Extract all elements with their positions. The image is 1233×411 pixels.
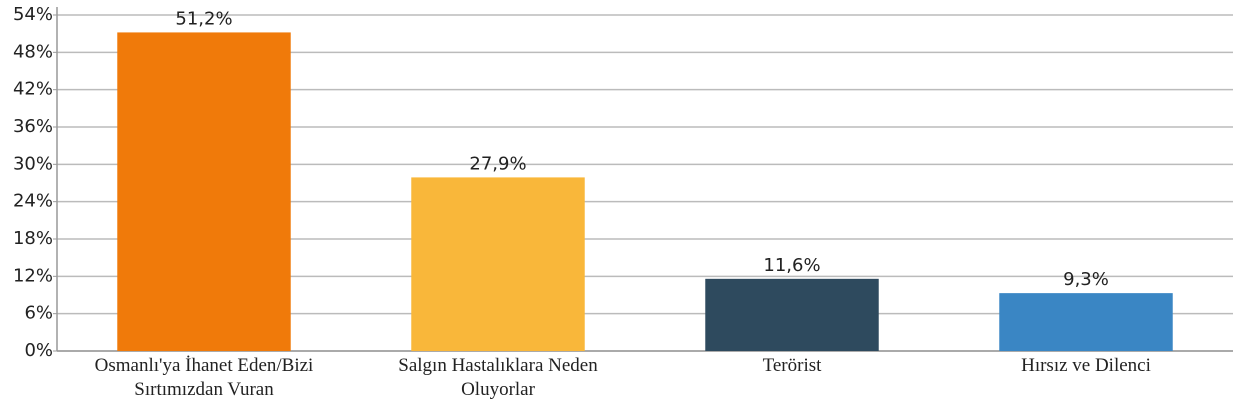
data-label: 27,9%: [469, 153, 526, 174]
y-tick-label: 48%: [13, 41, 53, 62]
y-tick-label: 24%: [13, 191, 53, 212]
x-tick-label: Terörist: [762, 355, 822, 376]
data-label: 51,2%: [175, 8, 232, 29]
y-tick-label: 0%: [24, 340, 53, 361]
y-tick-label: 36%: [13, 116, 53, 137]
bar: [411, 177, 585, 351]
x-tick-label: Hırsız ve Dilenci: [1021, 355, 1151, 376]
y-tick-label: 6%: [24, 303, 53, 324]
bar: [999, 293, 1173, 351]
x-tick-label: Salgın Hastalıklara Neden Oluyorlar: [398, 355, 598, 400]
data-label: 11,6%: [763, 255, 820, 276]
data-label: 9,3%: [1063, 269, 1109, 290]
y-tick-label: 18%: [13, 228, 53, 249]
bar: [117, 32, 291, 352]
bar: [705, 278, 879, 351]
y-tick-label: 12%: [13, 265, 53, 286]
y-tick-label: 42%: [13, 79, 53, 100]
y-tick-label: 54%: [13, 4, 53, 25]
x-tick-label: Osmanlı'ya İhanet Eden/Bizi Sırtımızdan …: [94, 355, 314, 400]
y-tick-label: 30%: [13, 153, 53, 174]
